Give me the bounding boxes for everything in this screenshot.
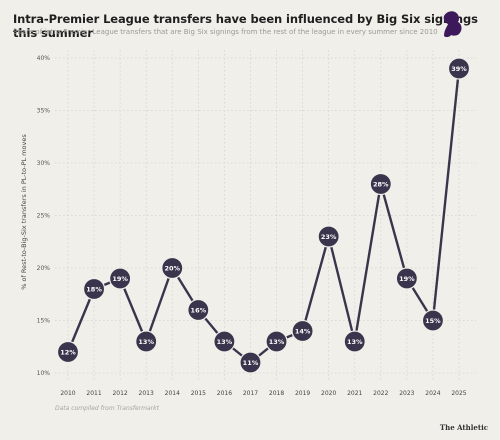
data-label: 19% — [399, 275, 415, 283]
point-marker — [239, 351, 262, 374]
data-label: 13% — [347, 338, 363, 346]
y-axis-label: % of Rest-to-Big-Six transfers in PL-to-… — [20, 134, 28, 290]
data-point: 23% — [317, 225, 340, 248]
data-label: 19% — [112, 275, 128, 283]
x-axis: 2010 2011 2012 2013 2014 2015 2016 2017 2018 2019… — [60, 390, 466, 397]
data-point: 20% — [161, 256, 184, 280]
source-note: Data compiled from Transfermarkt — [55, 405, 159, 412]
x-tick-label: 2013 — [139, 390, 154, 397]
data-point: 19% — [395, 267, 418, 290]
data-label: 11% — [243, 359, 259, 367]
y-tick-label: 40% — [37, 55, 51, 62]
y-tick-label: 25% — [37, 213, 51, 220]
data-point: 18% — [82, 277, 106, 301]
x-tick-label: 2019 — [295, 390, 310, 397]
series-line — [66, 68, 461, 364]
data-point: 13% — [213, 330, 236, 353]
data-point: 28% — [369, 172, 392, 196]
data-label: 15% — [425, 317, 441, 325]
data-label: 12% — [60, 348, 76, 356]
x-tick-label: 2014 — [165, 390, 180, 397]
data-point: 13% — [265, 330, 288, 353]
premier-league-lion-icon — [443, 11, 462, 38]
x-tick-label: 2022 — [373, 390, 388, 397]
y-tick-label: 30% — [37, 160, 51, 167]
point-marker — [369, 172, 392, 196]
data-label: 13% — [269, 338, 285, 346]
point-marker — [56, 340, 80, 364]
x-tick-label: 2017 — [243, 390, 258, 397]
data-point: 14% — [291, 319, 314, 343]
chart-subtitle: Share of intra-Premier League transfers … — [13, 28, 438, 36]
data-label: 23% — [321, 233, 337, 241]
point-marker — [109, 267, 132, 290]
data-label: 28% — [373, 180, 389, 188]
point-marker — [317, 225, 340, 248]
data-label: 18% — [86, 285, 102, 293]
point-marker — [447, 57, 471, 80]
x-tick-label: 2018 — [269, 390, 284, 397]
data-point: 39% — [447, 57, 471, 80]
data-point: 16% — [187, 298, 210, 322]
brand-logo-text: The Athletic — [439, 423, 488, 432]
x-tick-label: 2024 — [425, 390, 440, 397]
data-point: 12% — [56, 340, 80, 364]
point-marker — [421, 309, 445, 332]
data-point: 19% — [109, 267, 132, 290]
point-marker — [213, 330, 236, 353]
data-label: 20% — [164, 264, 180, 272]
x-tick-label: 2020 — [321, 390, 336, 397]
data-label: 16% — [191, 306, 207, 314]
y-tick-label: 15% — [37, 318, 51, 325]
data-label: 13% — [138, 338, 154, 346]
data-point: 13% — [343, 330, 366, 353]
point-marker — [82, 277, 106, 301]
data-label: 14% — [295, 327, 311, 335]
y-tick-label: 10% — [37, 370, 51, 377]
x-tick-label: 2023 — [399, 390, 414, 397]
x-tick-label: 2015 — [191, 390, 206, 397]
data-point: 13% — [135, 330, 158, 353]
point-marker — [291, 319, 314, 343]
y-tick-label: 35% — [37, 108, 51, 115]
point-marker — [265, 330, 288, 353]
x-tick-label: 2016 — [217, 390, 232, 397]
point-marker — [135, 330, 158, 353]
data-points: 12% 18% 19% 13% 20% 16% 13% 11% 13% 14% 23% 13% 28% 1… — [56, 57, 471, 374]
point-marker — [187, 298, 210, 322]
point-marker — [161, 256, 184, 280]
y-axis: 10% 15% 20% 25% 30% 35% 40% — [37, 55, 51, 377]
x-tick-label: 2010 — [60, 390, 75, 397]
data-label: 13% — [217, 338, 233, 346]
x-tick-label: 2012 — [112, 390, 127, 397]
point-marker — [343, 330, 366, 353]
x-tick-label: 2011 — [86, 390, 101, 397]
chart-title: Intra-Premier League transfers have been… — [13, 12, 478, 40]
data-label: 39% — [451, 65, 467, 73]
x-tick-label: 2021 — [347, 390, 362, 397]
data-point: 15% — [421, 309, 445, 332]
grid-lines — [55, 50, 476, 381]
x-tick-label: 2025 — [451, 390, 466, 397]
point-marker — [395, 267, 418, 290]
y-tick-label: 20% — [37, 265, 51, 272]
data-point: 11% — [239, 351, 262, 374]
